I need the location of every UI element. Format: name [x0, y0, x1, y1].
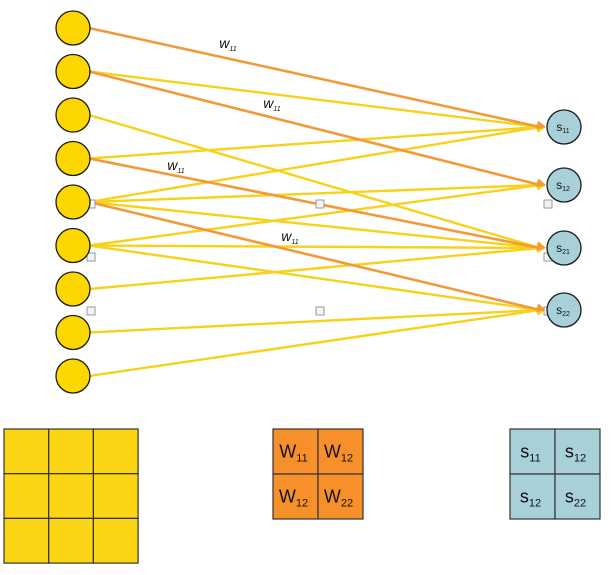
- input-grid-cell: [48, 428, 95, 475]
- selection-handle: [543, 199, 553, 209]
- kernel-grid-label: W12: [279, 487, 308, 510]
- output-grid-label: s12: [520, 487, 541, 510]
- output-node: [546, 109, 582, 145]
- connection-edge: [88, 183, 541, 204]
- input-node: [55, 140, 91, 177]
- output-node-label: s11: [556, 120, 569, 135]
- output-grid-cell: [554, 428, 601, 475]
- selection-handle: [86, 306, 96, 316]
- connection-edge: [88, 125, 541, 204]
- input-grid-cell: [48, 517, 95, 564]
- input-grid-cell: [48, 473, 95, 520]
- weight-label: w11: [281, 228, 298, 246]
- weight-edge: [88, 157, 541, 250]
- connection-edge: [88, 308, 541, 334]
- weight-label: w11: [263, 95, 280, 113]
- input-node: [55, 97, 91, 133]
- connection-edges: [88, 70, 546, 378]
- selection-handle: [315, 306, 325, 316]
- kernel-grid-cell: [272, 428, 319, 475]
- output-nodes: s11 s12 s21 s22: [546, 109, 582, 328]
- weight-edge-arrowhead: [536, 120, 546, 130]
- output-node: [546, 292, 582, 328]
- output-node: [546, 167, 582, 203]
- weight-label: w11: [219, 35, 236, 53]
- connection-edge: [88, 200, 541, 250]
- weight-labels: w11 w11 w11 w11: [167, 35, 298, 246]
- connection-edge: [88, 113, 541, 250]
- connection-edge: [88, 244, 541, 250]
- weight-edges: [88, 26, 546, 313]
- connection-edge: [88, 70, 541, 129]
- kernel-grid: W11 W12 W12 W22: [272, 428, 364, 520]
- input-nodes: [55, 10, 91, 394]
- kernel-grid-label: W12: [324, 442, 353, 465]
- weight-edge: [88, 70, 541, 187]
- output-grid-label: s22: [565, 487, 586, 510]
- input-grid-cell: [92, 517, 139, 564]
- weight-edge-arrowhead: [536, 178, 546, 188]
- weight-label: w11: [167, 157, 184, 175]
- connection-edge: [88, 183, 541, 247]
- output-node-label: s22: [556, 303, 570, 318]
- connection-edge: [88, 125, 541, 160]
- weight-edge: [88, 200, 541, 312]
- input-grid-cell: [3, 517, 50, 564]
- output-grid-label: s11: [520, 442, 540, 465]
- input-node: [55, 358, 91, 394]
- output-grid-cell: [509, 428, 556, 475]
- input-node: [55, 227, 91, 264]
- input-node: [55, 10, 91, 46]
- output-grid: s11 s12 s12 s22: [509, 428, 601, 520]
- output-node: [546, 230, 582, 266]
- input-node: [55, 271, 91, 307]
- output-grid-label: s12: [565, 442, 586, 465]
- selection-handle: [86, 252, 96, 262]
- input-grid-cell: [3, 428, 50, 475]
- kernel-grid-label: W11: [279, 442, 307, 465]
- weight-edge-arrowhead: [536, 241, 546, 251]
- weight-edge: [88, 26, 541, 129]
- input-grid-cell: [92, 428, 139, 475]
- selection-handle: [315, 199, 325, 209]
- input-grid: [3, 428, 139, 564]
- input-node: [55, 53, 91, 90]
- connection-edge: [88, 246, 541, 291]
- kernel-grid-label: W22: [324, 487, 353, 510]
- connection-edge: [88, 308, 541, 378]
- kernel-grid-cell: [317, 428, 364, 475]
- input-grid-cell: [3, 473, 50, 520]
- output-grid-cell: [509, 473, 556, 520]
- output-node-label: s12: [556, 178, 570, 193]
- output-grid-cell: [554, 473, 601, 520]
- kernel-grid-cell: [317, 473, 364, 520]
- connection-edge: [88, 244, 541, 312]
- input-grid-cell: [92, 473, 139, 520]
- input-node: [55, 314, 91, 351]
- input-node: [55, 184, 91, 220]
- output-node-label: s21: [556, 241, 570, 256]
